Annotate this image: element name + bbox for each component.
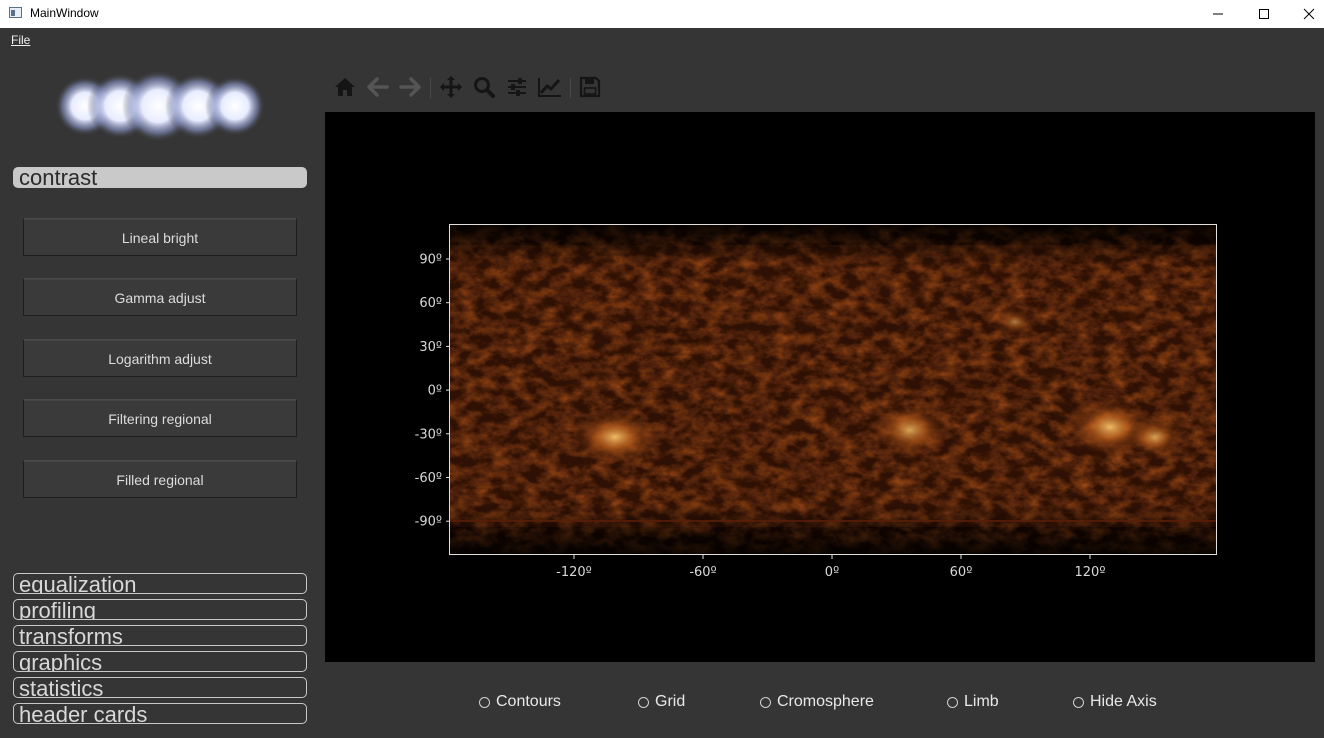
x-tick-label: 60º [950, 565, 973, 580]
y-tick-label: 60º [419, 296, 442, 311]
minimize-button[interactable] [1195, 0, 1241, 28]
cromosphere-label: Cromosphere [777, 693, 874, 710]
edit-axis-icon[interactable] [536, 72, 564, 102]
cromosphere-checkbox[interactable]: Cromosphere [760, 692, 874, 712]
pan-move-icon[interactable] [437, 72, 465, 102]
section-statistics[interactable]: statistics [13, 677, 307, 698]
grid-radio-icon[interactable] [638, 696, 649, 708]
back-arrow-icon[interactable] [364, 72, 392, 102]
limb-checkbox[interactable]: Limb [947, 692, 999, 712]
toolbar-separator [430, 78, 431, 98]
gamma-adjust-button[interactable]: Gamma adjust [23, 278, 297, 316]
x-tick-label: -60º [689, 565, 716, 580]
filtering-regional-button[interactable]: Filtering regional [23, 399, 297, 437]
title-bar: MainWindow [0, 0, 1324, 28]
section-contrast[interactable]: contrast [13, 167, 307, 188]
save-disk-icon[interactable] [576, 72, 604, 102]
lineal-bright-button[interactable]: Lineal bright [23, 218, 297, 256]
plot-toolbar [330, 72, 630, 102]
limb-label: Limb [964, 693, 999, 710]
section-profiling[interactable]: profiling [13, 599, 307, 620]
section-equalization[interactable]: equalization [13, 573, 307, 594]
section-header-cards[interactable]: header cards [13, 703, 307, 724]
app-logo [55, 70, 265, 142]
x-tick-label: -120º [556, 565, 592, 580]
logarithm-adjust-button[interactable]: Logarithm adjust [23, 339, 297, 377]
solar-image [450, 225, 1216, 554]
contours-checkbox[interactable]: Contours [479, 692, 561, 712]
maximize-button[interactable] [1241, 0, 1287, 28]
synoptic-map-figure: 90º 60º 30º 0º -30º -60º -90º -120º -60º 0º 60º 12… [415, 224, 1217, 580]
grid-label: Grid [655, 693, 686, 710]
section-transforms[interactable]: transforms [13, 625, 307, 646]
hide-axis-label: Hide Axis [1090, 693, 1157, 710]
axes-frame [449, 224, 1217, 555]
y-tick-label: -60º [415, 471, 442, 486]
section-graphics[interactable]: graphics [13, 651, 307, 672]
close-button[interactable] [1286, 0, 1324, 28]
y-tick-label: 0º [428, 384, 442, 399]
cromosphere-radio-icon[interactable] [760, 696, 771, 708]
x-tick-label: 120º [1075, 565, 1106, 580]
home-icon[interactable] [331, 72, 359, 102]
menu-file[interactable]: File [11, 33, 31, 47]
hide-axis-checkbox[interactable]: Hide Axis [1073, 692, 1157, 712]
menu-bar: File [0, 28, 1324, 50]
forward-arrow-icon[interactable] [396, 72, 424, 102]
window-title: MainWindow [30, 6, 99, 20]
y-tick-label: -90º [415, 515, 442, 530]
contours-label: Contours [496, 693, 561, 710]
y-tick-label: 90º [419, 253, 442, 268]
x-tick-label: 0º [825, 565, 839, 580]
grid-checkbox[interactable]: Grid [638, 692, 685, 712]
toolbar-separator [570, 78, 571, 98]
plot-canvas[interactable]: 90º 60º 30º 0º -30º -60º -90º -120º -60º 0º 60º 12… [325, 112, 1315, 662]
limb-radio-icon[interactable] [947, 696, 958, 708]
hide-axis-radio-icon[interactable] [1073, 696, 1084, 708]
app-window-icon [9, 7, 22, 18]
zoom-magnifier-icon[interactable] [470, 72, 498, 102]
contours-radio-icon[interactable] [479, 696, 490, 708]
y-tick-label: 30º [419, 340, 442, 355]
filled-regional-button[interactable]: Filled regional [23, 460, 297, 498]
y-tick-label: -30º [415, 427, 442, 442]
configure-subplots-icon[interactable] [503, 72, 531, 102]
